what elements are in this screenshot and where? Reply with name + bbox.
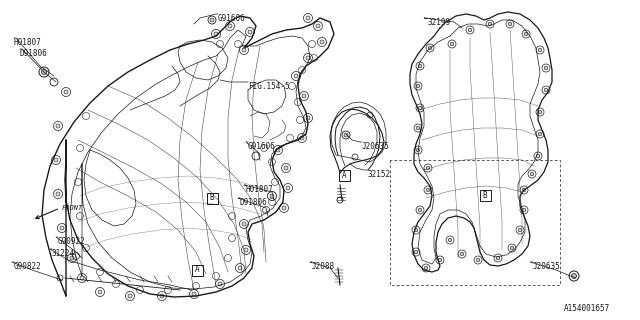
- Text: J20635: J20635: [362, 142, 390, 151]
- Circle shape: [496, 256, 500, 260]
- Circle shape: [242, 48, 246, 52]
- Circle shape: [294, 74, 298, 78]
- Circle shape: [536, 154, 540, 158]
- Circle shape: [428, 46, 432, 50]
- Circle shape: [306, 116, 310, 120]
- Circle shape: [416, 126, 420, 130]
- Circle shape: [524, 32, 528, 36]
- Circle shape: [544, 88, 548, 92]
- Circle shape: [160, 294, 164, 298]
- Circle shape: [306, 16, 310, 20]
- Circle shape: [416, 84, 420, 88]
- Circle shape: [426, 188, 430, 192]
- Circle shape: [414, 228, 418, 232]
- Circle shape: [418, 208, 422, 212]
- Circle shape: [426, 166, 430, 170]
- Text: 31224: 31224: [52, 249, 75, 258]
- Text: D91806: D91806: [20, 49, 48, 58]
- Circle shape: [460, 252, 464, 256]
- Text: G90922: G90922: [58, 237, 86, 246]
- Circle shape: [54, 158, 58, 162]
- Circle shape: [302, 94, 306, 98]
- Circle shape: [344, 133, 348, 137]
- Text: A: A: [195, 266, 199, 275]
- Circle shape: [42, 69, 47, 75]
- Circle shape: [276, 148, 280, 152]
- Text: G90822: G90822: [14, 262, 42, 271]
- Circle shape: [450, 42, 454, 46]
- Circle shape: [244, 248, 248, 252]
- Circle shape: [60, 226, 64, 230]
- Circle shape: [424, 266, 428, 270]
- Text: J2088: J2088: [312, 262, 335, 271]
- Circle shape: [56, 192, 60, 196]
- Circle shape: [320, 40, 324, 44]
- Circle shape: [518, 228, 522, 232]
- Circle shape: [468, 28, 472, 32]
- Circle shape: [316, 24, 320, 28]
- Circle shape: [270, 194, 274, 198]
- Circle shape: [70, 256, 74, 260]
- Circle shape: [300, 136, 304, 140]
- Circle shape: [488, 22, 492, 26]
- Circle shape: [438, 258, 442, 262]
- Circle shape: [416, 148, 420, 152]
- Text: 32199: 32199: [427, 18, 450, 27]
- Text: J20635: J20635: [533, 262, 561, 271]
- Circle shape: [192, 292, 196, 296]
- Text: D91806: D91806: [240, 198, 268, 207]
- Circle shape: [64, 90, 68, 94]
- Circle shape: [56, 124, 60, 128]
- Circle shape: [286, 186, 290, 190]
- Text: FRONT: FRONT: [62, 205, 83, 211]
- Circle shape: [228, 24, 232, 28]
- Circle shape: [572, 274, 577, 278]
- Circle shape: [98, 290, 102, 294]
- Circle shape: [418, 64, 422, 68]
- Circle shape: [522, 188, 526, 192]
- Text: H01807: H01807: [14, 38, 42, 47]
- Circle shape: [476, 258, 480, 262]
- Circle shape: [538, 132, 542, 136]
- Text: G91606: G91606: [218, 14, 246, 23]
- Circle shape: [522, 208, 526, 212]
- Text: H01807: H01807: [246, 185, 274, 194]
- Circle shape: [538, 48, 542, 52]
- Circle shape: [242, 222, 246, 226]
- Circle shape: [80, 276, 84, 280]
- Circle shape: [414, 250, 418, 254]
- Circle shape: [530, 172, 534, 176]
- Text: B: B: [210, 194, 214, 203]
- Circle shape: [510, 246, 514, 250]
- Circle shape: [214, 32, 218, 36]
- Circle shape: [248, 30, 252, 34]
- Text: G91606: G91606: [248, 142, 276, 151]
- Circle shape: [238, 266, 242, 270]
- Circle shape: [448, 238, 452, 242]
- Circle shape: [538, 110, 542, 114]
- Circle shape: [218, 282, 222, 286]
- Circle shape: [284, 166, 288, 170]
- Text: FIG.154-5: FIG.154-5: [248, 82, 290, 91]
- Circle shape: [306, 56, 310, 60]
- Circle shape: [418, 106, 422, 110]
- Text: B: B: [483, 190, 487, 199]
- Circle shape: [282, 206, 286, 210]
- Text: 32152: 32152: [368, 170, 391, 179]
- Circle shape: [210, 18, 214, 22]
- Text: A: A: [342, 171, 346, 180]
- Circle shape: [128, 294, 132, 298]
- Circle shape: [508, 22, 512, 26]
- Circle shape: [544, 66, 548, 70]
- Text: A154001657: A154001657: [564, 304, 610, 313]
